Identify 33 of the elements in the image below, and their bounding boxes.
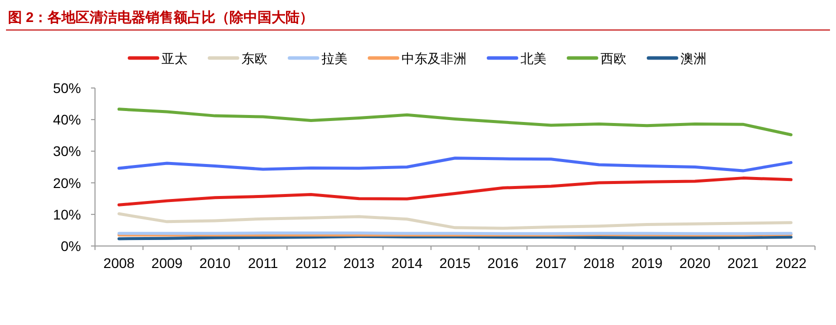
x-tick-label: 2014	[391, 255, 423, 271]
x-tick-label: 2021	[727, 255, 759, 271]
chart-title: 图 2：各地区清洁电器销售额占比（除中国大陆）	[8, 9, 314, 25]
x-tick-label: 2016	[487, 255, 519, 271]
x-tick-label: 2017	[535, 255, 567, 271]
x-tick-label: 2012	[295, 255, 327, 271]
line-series	[118, 176, 792, 206]
line-series	[118, 212, 792, 230]
x-tick-label: 2008	[103, 255, 135, 271]
legend-label: 中东及非洲	[402, 51, 466, 66]
x-tick-label: 2019	[631, 255, 663, 271]
legend-label: 西欧	[600, 51, 626, 66]
legend-label: 拉美	[322, 51, 348, 66]
y-tick-label: 20%	[52, 174, 81, 191]
x-tick-label: 2022	[775, 255, 807, 271]
x-tick-label: 2015	[439, 255, 471, 271]
x-tick-label: 2013	[343, 255, 375, 271]
line-series	[118, 156, 792, 172]
y-tick-label: 30%	[52, 143, 81, 160]
y-tick-label: 10%	[52, 206, 81, 222]
x-tick-label: 2011	[248, 255, 278, 271]
line-series	[118, 108, 792, 136]
legend-label: 澳洲	[680, 51, 706, 66]
legend-label: 亚太	[162, 51, 188, 66]
x-tick-label: 2018	[583, 255, 615, 271]
y-tick-label: 0%	[60, 238, 81, 254]
x-tick-label: 2020	[679, 255, 711, 271]
y-tick-label: 50%	[52, 80, 81, 96]
legend-label: 东欧	[242, 51, 268, 66]
legend-label: 北美	[520, 51, 546, 66]
x-tick-label: 2010	[199, 255, 231, 271]
x-tick-label: 2009	[151, 255, 183, 271]
y-tick-label: 40%	[52, 112, 81, 128]
